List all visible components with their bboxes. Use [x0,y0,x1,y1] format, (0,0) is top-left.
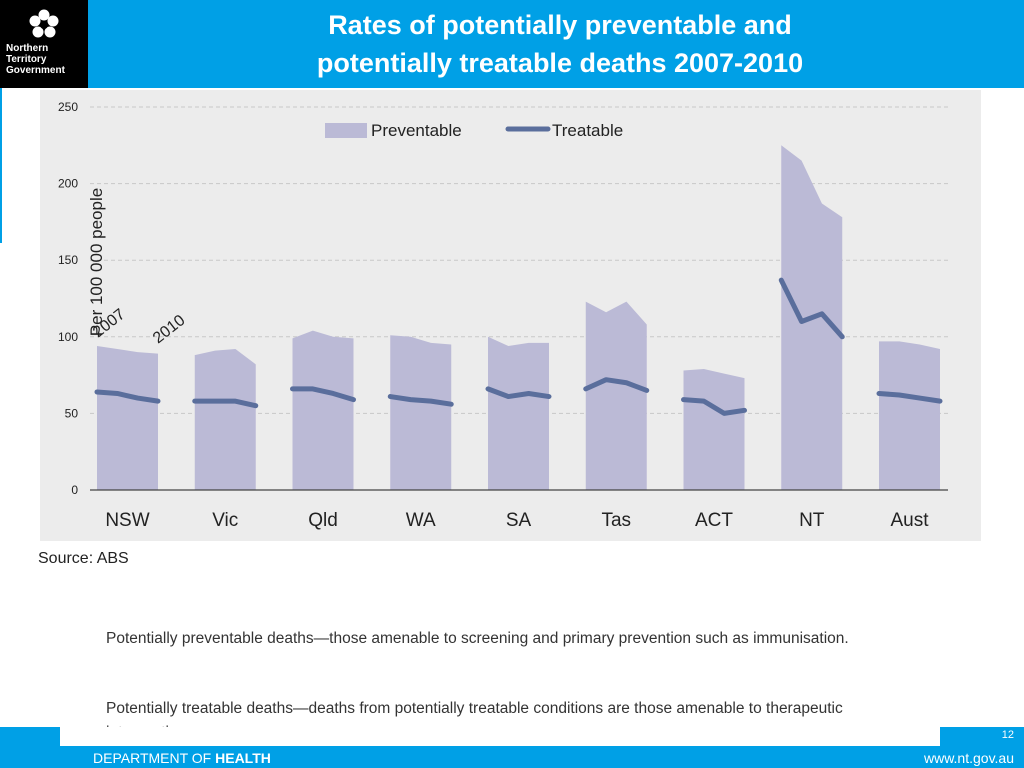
legend-label-preventable: Preventable [371,121,462,140]
x-tick-label: Tas [601,510,631,531]
preventable-area-wa [390,335,452,490]
x-tick-label: Aust [890,510,929,531]
y-tick-label: 200 [58,177,78,191]
header-bar: Northern Territory Government Rates of p… [0,0,1024,88]
treatable-line-vic [192,398,259,409]
x-tick-label: Vic [212,510,238,531]
y-axis-label: Per 100 000 people [87,188,106,336]
logo-line: Territory [6,54,47,65]
x-tick-label: SA [506,510,532,531]
preventable-area-sa [488,336,549,490]
x-tick-label: NT [799,510,825,531]
treatable-line-sa [485,386,552,400]
legend-label-treatable: Treatable [552,121,623,140]
death-rates-chart: 0 50 100 150 200 250 NSW Vic Qld WA SA Tas ACT NT Aust… [58,100,948,531]
website-link[interactable]: www.nt.gov.au [923,750,1014,766]
nt-government-logo: Northern Territory Government [0,0,88,88]
treatable-line-nt [778,277,845,340]
department-label: DEPARTMENT OF HEALTH [93,750,271,766]
department-prefix: DEPARTMENT OF [93,750,216,766]
preventable-area-aust [879,341,940,490]
preventable-area-act [683,368,745,490]
y-tick-label: 100 [58,330,78,344]
y-tick-label: 250 [58,100,78,114]
logo-line: Government [6,65,65,76]
legend-swatch-preventable [325,123,367,138]
preventable-area-tas [585,301,647,490]
title-line: Rates of potentially preventable and [328,10,792,40]
treatable-line-aust [876,390,943,404]
treatable-line-act [681,397,747,416]
treatable-line-tas [583,377,650,393]
footer-white-band [60,727,940,746]
preventable-area-qld [292,330,354,490]
year-annotation-end: 2010 [150,312,189,347]
preventable-area-nsw [97,345,158,490]
y-tick-label: 150 [58,253,78,267]
logo-wordmark: Northern Territory Government [6,43,86,76]
department-name: HEALTH [215,750,271,766]
x-tick-label: NSW [105,510,149,531]
left-accent-bar [0,88,2,243]
x-tick-label: WA [406,510,436,531]
y-tick-label: 50 [65,406,79,420]
x-tick-label: ACT [695,510,733,531]
note-preventable: Potentially preventable deaths—those ame… [106,630,849,647]
y-tick-label: 0 [71,483,78,497]
x-tick-label: Qld [308,510,338,531]
title-line: potentially treatable deaths 2007-2010 [316,48,804,78]
treatable-line-qld [290,386,356,403]
source-label: Source: ABS [38,550,129,567]
preventable-area-vic [194,349,256,490]
flower-logo-icon [29,9,59,38]
treatable-line-nsw [94,389,161,404]
treatable-line-wa [387,394,454,407]
logo-line: Northern [6,43,49,54]
page-title: Rates of potentially preventable and pot… [160,6,960,82]
page-number: 12 [1001,729,1014,741]
